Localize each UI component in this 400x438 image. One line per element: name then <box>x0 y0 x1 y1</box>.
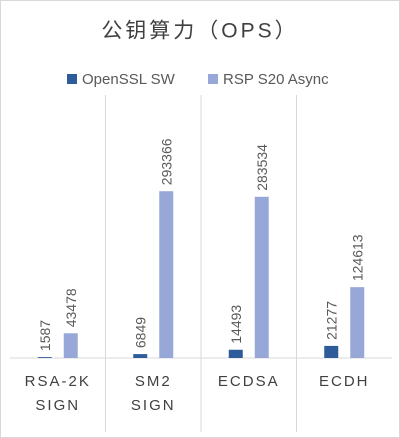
bar <box>324 345 339 358</box>
value-label: 283534 <box>254 144 270 191</box>
bar <box>159 191 174 358</box>
value-label: 124613 <box>349 234 365 281</box>
value-label: 293366 <box>158 138 174 185</box>
bar <box>350 287 365 358</box>
bar <box>37 357 52 358</box>
bar <box>228 349 243 358</box>
value-label: 1587 <box>37 320 53 351</box>
x-tick-label: SM2 SIGN <box>130 373 176 414</box>
value-label: 43478 <box>63 288 79 327</box>
bar <box>63 333 78 358</box>
legend-label: RSP S20 Async <box>223 71 329 88</box>
bar <box>133 354 148 358</box>
value-label: 6849 <box>132 317 148 348</box>
legend-label: OpenSSL SW <box>82 71 176 88</box>
bar <box>254 196 269 358</box>
legend-swatch <box>208 74 218 84</box>
value-label: 21277 <box>323 301 339 340</box>
x-tick-label: ECDSA <box>217 373 280 390</box>
x-tick-label: ECDH <box>318 373 370 390</box>
x-tick-label: RSA-2K SIGN <box>24 373 91 414</box>
chart-title: 公钥算力（OPS） <box>101 20 298 43</box>
value-label: 14493 <box>228 305 244 344</box>
legend-swatch <box>67 74 77 84</box>
